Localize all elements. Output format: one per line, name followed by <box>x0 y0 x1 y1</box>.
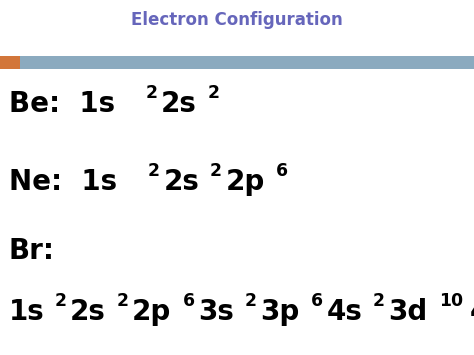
Text: 2p: 2p <box>225 168 264 196</box>
Text: Electron Configuration: Electron Configuration <box>131 11 343 28</box>
Text: 2: 2 <box>117 292 128 310</box>
Text: 3p: 3p <box>260 297 299 326</box>
Text: 10: 10 <box>439 292 463 310</box>
Text: 4p: 4p <box>470 297 474 326</box>
Text: 1s: 1s <box>9 297 44 326</box>
Text: 2: 2 <box>245 292 256 310</box>
Text: 4s: 4s <box>326 297 362 326</box>
Text: 6: 6 <box>310 292 323 310</box>
Text: 6: 6 <box>276 163 288 180</box>
Text: 2: 2 <box>373 292 384 310</box>
Text: Br:: Br: <box>9 237 55 265</box>
Text: Be:  1s: Be: 1s <box>9 90 115 118</box>
Bar <box>20 56 474 69</box>
Text: 2s: 2s <box>164 168 200 196</box>
Text: 2: 2 <box>210 163 222 180</box>
Text: 2: 2 <box>207 84 219 102</box>
Text: 3s: 3s <box>198 297 234 326</box>
Text: 3d: 3d <box>388 297 427 326</box>
Text: Ne:  1s: Ne: 1s <box>9 168 117 196</box>
Text: 2: 2 <box>55 292 67 310</box>
Text: 2s: 2s <box>161 90 197 118</box>
Text: 2: 2 <box>148 163 160 180</box>
Text: 6: 6 <box>182 292 195 310</box>
Bar <box>0 56 20 69</box>
Text: 2p: 2p <box>132 297 171 326</box>
Text: 2: 2 <box>146 84 157 102</box>
Text: 2s: 2s <box>70 297 106 326</box>
